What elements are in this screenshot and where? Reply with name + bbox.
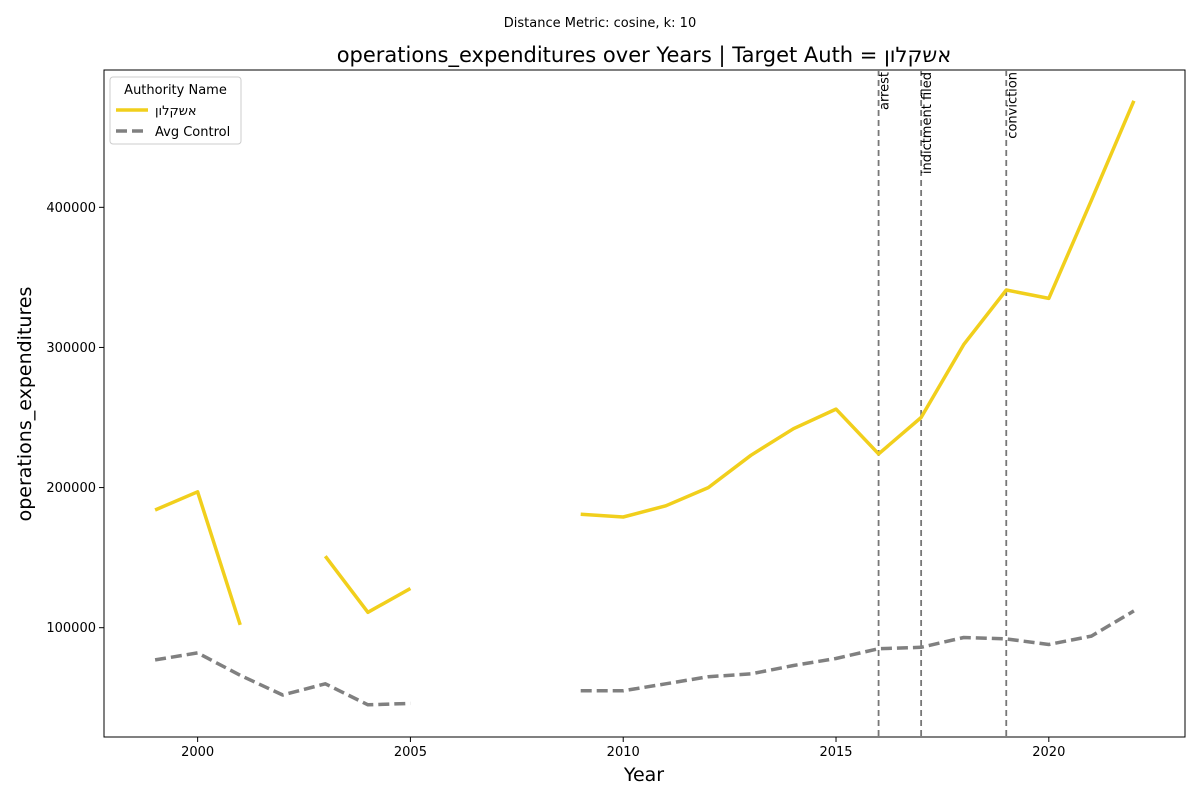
legend-title: Authority Name <box>124 83 227 98</box>
y-axis-label: operations_expenditures <box>14 287 36 522</box>
x-axis-ticks: 2000 2005 2010 2015 2020 <box>181 737 1065 760</box>
event-label: indictment filed <box>920 72 935 174</box>
legend-label-target: אשקלון <box>155 104 197 119</box>
event-label: arrest <box>878 72 893 110</box>
y-tick-label: 300000 <box>46 341 96 356</box>
series-lines <box>154 100 1136 707</box>
chart-suptitle: Distance Metric: cosine, k: 10 <box>504 16 696 31</box>
chart-title: operations_expenditures over Years | Tar… <box>337 43 952 68</box>
x-tick-label: 2020 <box>1032 745 1065 760</box>
series-line-target <box>323 555 412 615</box>
legend: Authority Name אשקלון Avg Control <box>109 76 242 145</box>
y-tick-label: 200000 <box>46 481 96 496</box>
series-line-target <box>154 490 242 626</box>
x-axis-label: Year <box>623 764 664 786</box>
y-tick-label: 100000 <box>46 621 96 636</box>
series-line-target <box>580 100 1136 519</box>
event-markers: arrest indictment filed conviction <box>878 70 1020 737</box>
y-tick-label: 400000 <box>46 201 96 216</box>
y-axis-ticks: 100000 200000 300000 400000 <box>46 201 104 636</box>
plot-area <box>103 69 1186 738</box>
series-line-control <box>154 651 411 707</box>
x-tick-label: 2005 <box>394 745 427 760</box>
event-label: conviction <box>1005 72 1020 139</box>
x-tick-label: 2015 <box>819 745 852 760</box>
legend-box <box>109 76 242 145</box>
x-tick-label: 2010 <box>607 745 640 760</box>
legend-label-control: Avg Control <box>155 125 230 140</box>
plot-frame <box>103 69 1186 738</box>
x-tick-label: 2000 <box>181 745 214 760</box>
series-line-control <box>580 609 1135 693</box>
